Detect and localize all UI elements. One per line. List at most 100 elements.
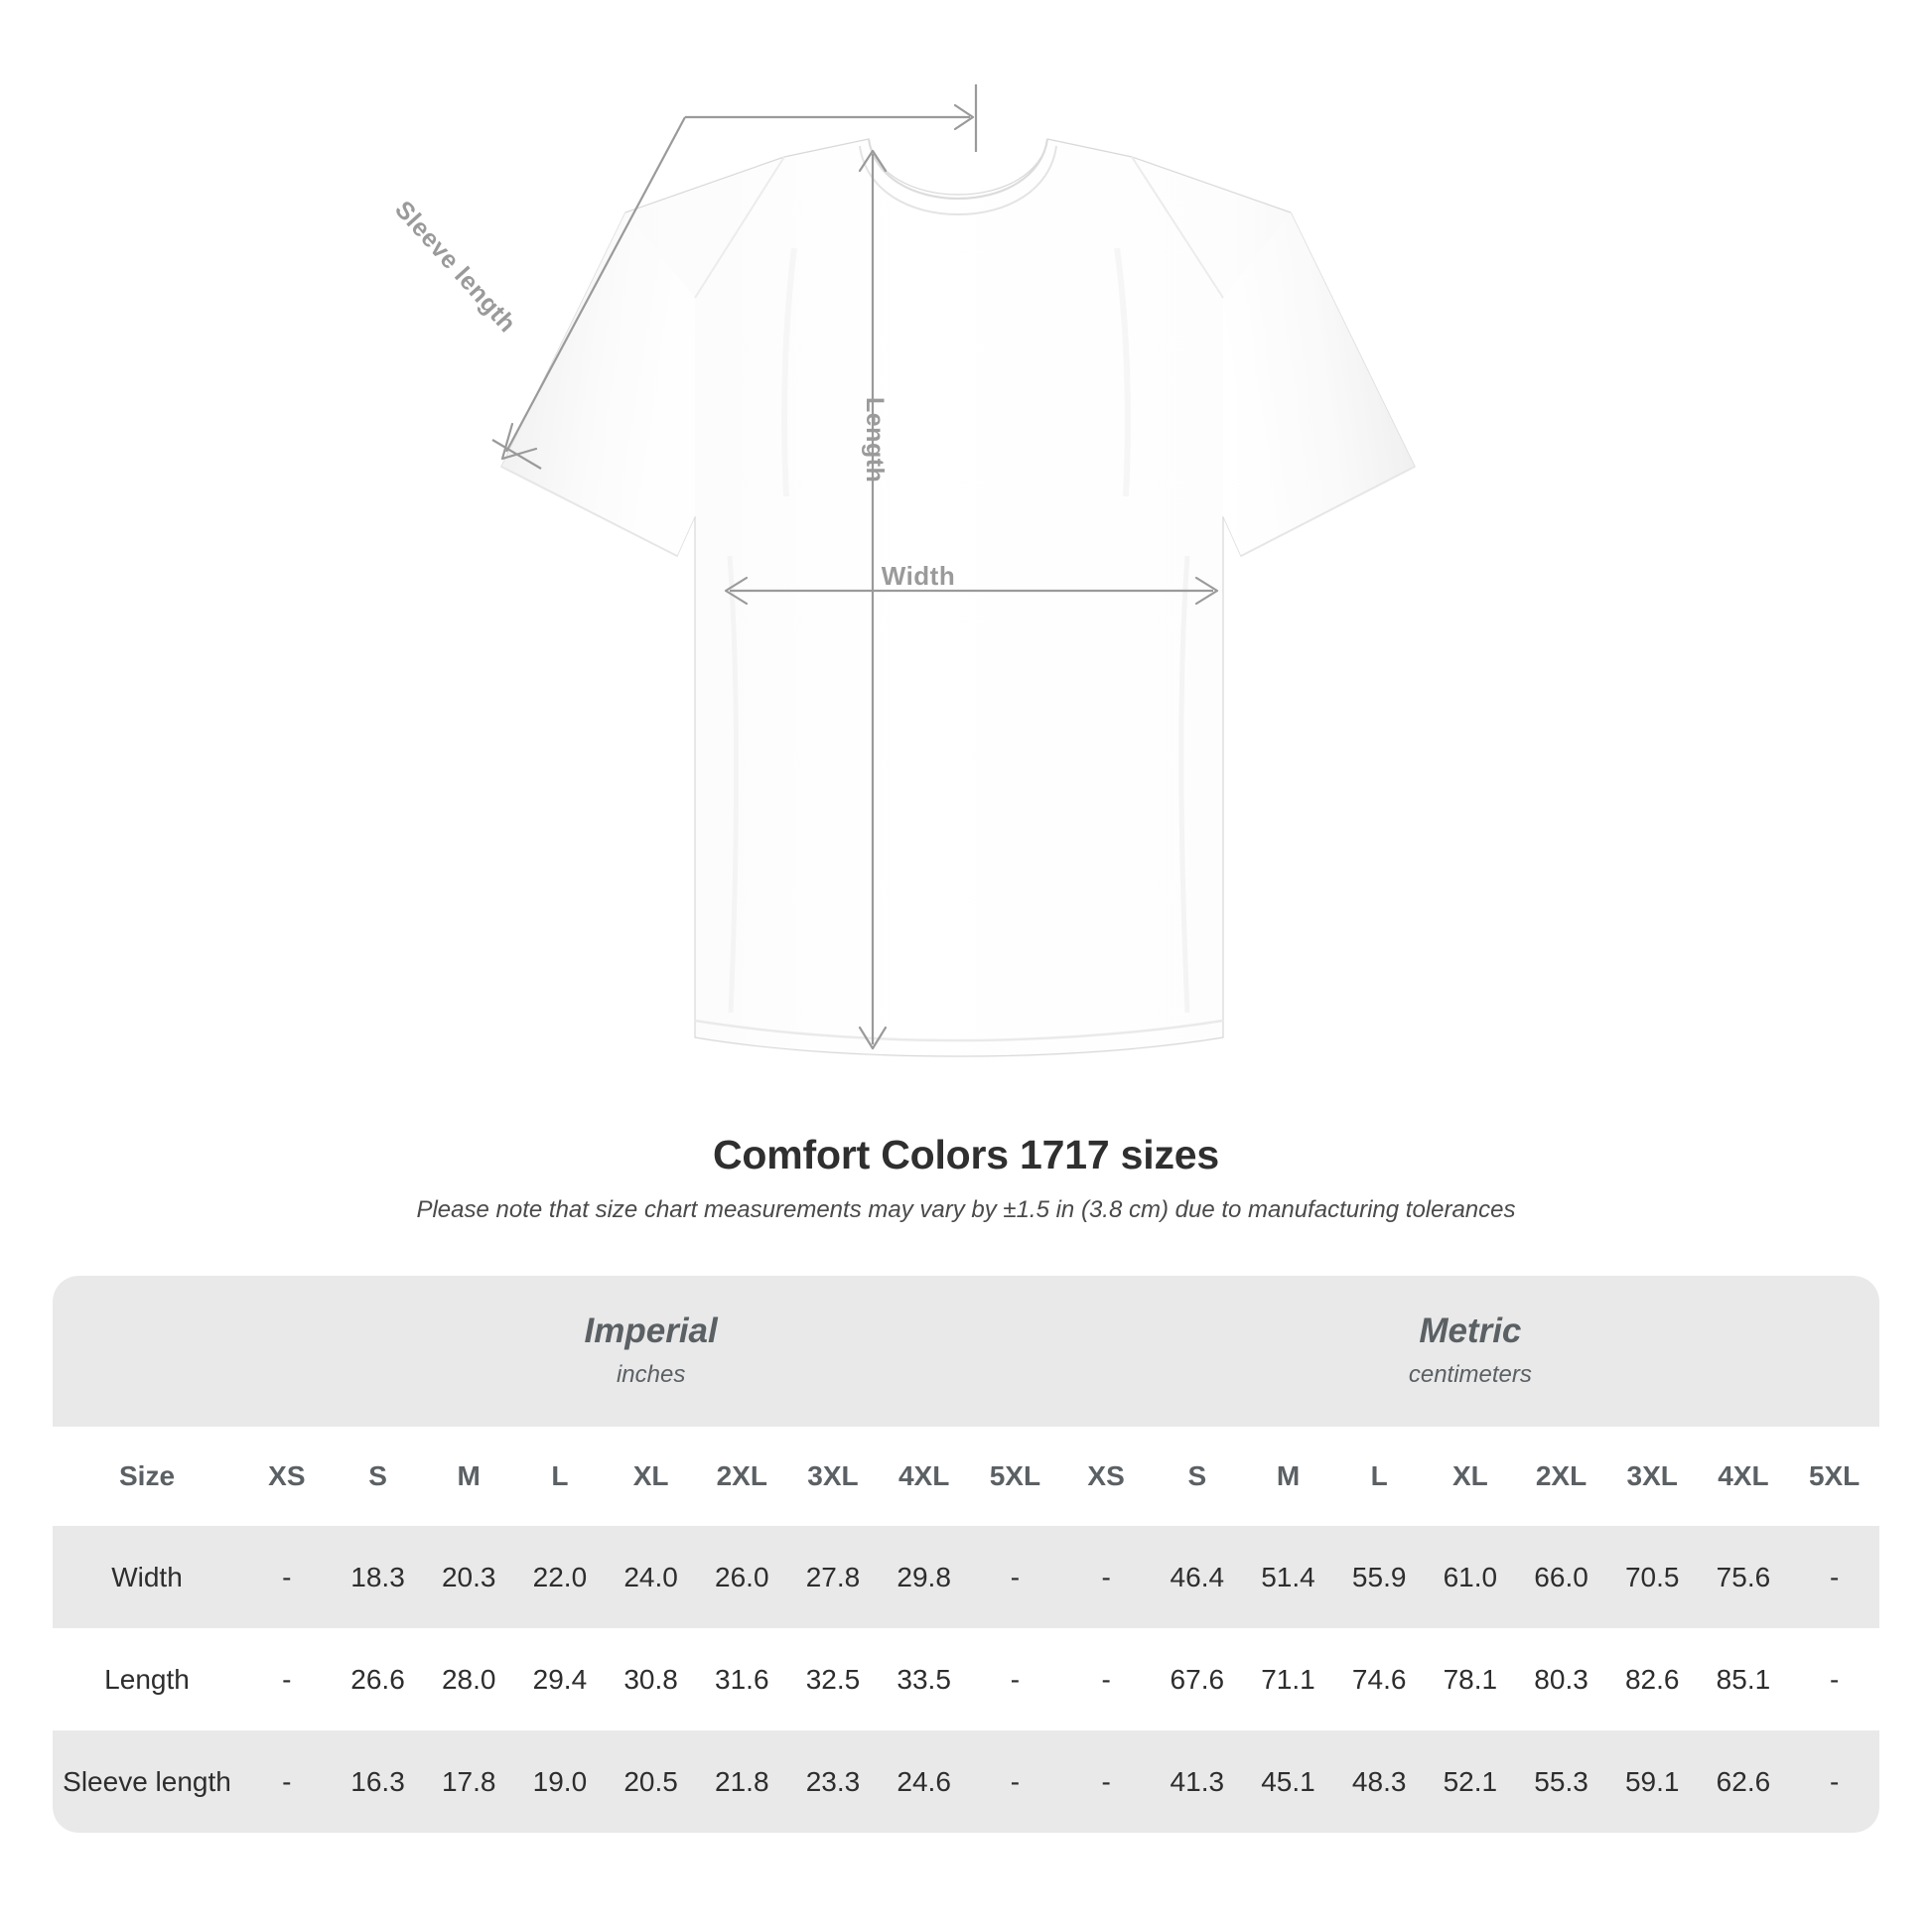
size-col-imp-5xl: 5XL [969,1427,1061,1526]
cell-width-imp-xl: 24.0 [605,1526,697,1628]
cell-length-met-2xl: 80.3 [1515,1628,1607,1730]
size-col-met-4xl: 4XL [1698,1427,1789,1526]
cell-length-met-3xl: 82.6 [1606,1628,1699,1730]
unit-spacer-cell [53,1276,241,1427]
cell-width-imp-m: 20.3 [423,1526,515,1628]
cell-sleeve-imp-s: 16.3 [332,1730,424,1833]
tshirt-body [500,138,1416,1057]
cell-width-met-s: 46.4 [1151,1526,1243,1628]
cell-length-met-l: 74.6 [1333,1628,1426,1730]
measurement-lines [491,84,1219,1050]
size-col-imp-xs: XS [241,1427,333,1526]
size-col-met-s: S [1151,1427,1243,1526]
size-col-imp-2xl: 2XL [696,1427,788,1526]
cell-sleeve-imp-4xl: 24.6 [878,1730,970,1833]
cell-length-met-m: 71.1 [1242,1628,1334,1730]
page-title: Comfort Colors 1717 sizes [713,1132,1219,1177]
cell-sleeve-met-m: 45.1 [1242,1730,1334,1833]
cell-length-met-4xl: 85.1 [1698,1628,1789,1730]
size-table: Imperial inches Metric centimeters Size … [53,1276,1880,1833]
unit-group-imperial-name: Imperial [584,1311,718,1350]
cell-width-imp-s: 18.3 [332,1526,424,1628]
cell-length-imp-l: 29.4 [514,1628,606,1730]
size-col-met-3xl: 3XL [1606,1427,1699,1526]
row-label-width: Width [53,1526,241,1628]
cell-sleeve-met-3xl: 59.1 [1606,1730,1699,1833]
size-table-container: Imperial inches Metric centimeters Size … [53,1276,1880,1833]
cell-width-met-3xl: 70.5 [1606,1526,1699,1628]
size-col-met-xs: XS [1060,1427,1152,1526]
cell-sleeve-met-4xl: 62.6 [1698,1730,1789,1833]
unit-group-imperial: Imperial inches [241,1276,1061,1427]
size-col-imp-3xl: 3XL [787,1427,879,1526]
size-header-row: Size XS S M L XL 2XL 3XL 4XL 5XL XS S M … [53,1427,1880,1526]
cell-width-imp-2xl: 26.0 [696,1526,788,1628]
size-header-label: Size [53,1427,241,1526]
unit-group-metric-sub: centimeters [1408,1361,1532,1389]
garment-diagram: Sleeve length Length Width [389,84,1416,1057]
size-col-imp-4xl: 4XL [878,1427,970,1526]
cell-sleeve-imp-2xl: 21.8 [696,1730,788,1833]
cell-width-imp-4xl: 29.8 [878,1526,970,1628]
size-col-met-xl: XL [1425,1427,1516,1526]
cell-length-imp-m: 28.0 [423,1628,515,1730]
cell-sleeve-imp-xl: 20.5 [605,1730,697,1833]
cell-sleeve-imp-xs: - [241,1730,333,1833]
table-row: Length - 26.6 28.0 29.4 30.8 31.6 32.5 3… [53,1628,1880,1730]
cell-length-imp-s: 26.6 [332,1628,424,1730]
sleeve-hem-tick [491,439,542,470]
cell-sleeve-met-s: 41.3 [1151,1730,1243,1833]
cell-width-imp-l: 22.0 [514,1526,606,1628]
cell-width-imp-5xl: - [969,1526,1061,1628]
cell-sleeve-imp-l: 19.0 [514,1730,606,1833]
cell-length-met-xl: 78.1 [1425,1628,1516,1730]
cell-length-imp-4xl: 33.5 [878,1628,970,1730]
cell-sleeve-imp-3xl: 23.3 [787,1730,879,1833]
cell-length-met-5xl: - [1788,1628,1880,1730]
table-row: Width - 18.3 20.3 22.0 24.0 26.0 27.8 29… [53,1526,1880,1628]
cell-sleeve-met-xl: 52.1 [1425,1730,1516,1833]
length-arrowhead-bottom [858,1026,888,1050]
cell-sleeve-imp-m: 17.8 [423,1730,515,1833]
row-label-length: Length [53,1628,241,1730]
cell-width-met-xl: 61.0 [1425,1526,1516,1628]
length-label: Length [861,397,889,483]
title-block: Comfort Colors 1717 sizes Please note th… [0,1132,1932,1224]
cell-width-met-2xl: 66.0 [1515,1526,1607,1628]
cell-width-met-4xl: 75.6 [1698,1526,1789,1628]
width-arrowhead-right [1194,576,1219,606]
cell-width-imp-xs: - [241,1526,333,1628]
tshirt-illustration [491,84,1416,1057]
unit-group-imperial-sub: inches [616,1361,686,1389]
cell-width-met-l: 55.9 [1333,1526,1426,1628]
cell-sleeve-met-xs: - [1060,1730,1152,1833]
width-label: Width [881,561,956,591]
cell-length-imp-3xl: 32.5 [787,1628,879,1730]
cell-width-met-xs: - [1060,1526,1152,1628]
sleeve-arrowhead-right [953,103,975,131]
size-col-met-5xl: 5XL [1788,1427,1880,1526]
length-arrowhead-top [858,149,888,173]
size-col-imp-m: M [423,1427,515,1526]
size-col-met-2xl: 2XL [1515,1427,1607,1526]
cell-length-imp-xl: 30.8 [605,1628,697,1730]
cell-length-met-xs: - [1060,1628,1152,1730]
cell-sleeve-met-2xl: 55.3 [1515,1730,1607,1833]
tolerance-note: Please note that size chart measurements… [416,1196,1516,1223]
cell-sleeve-met-5xl: - [1788,1730,1880,1833]
size-col-met-l: L [1333,1427,1426,1526]
cell-length-imp-xs: - [241,1628,333,1730]
sleeve-diagonal [505,116,686,453]
unit-header-row: Imperial inches Metric centimeters [53,1276,1880,1427]
cell-width-imp-3xl: 27.8 [787,1526,879,1628]
size-col-met-m: M [1242,1427,1334,1526]
size-col-imp-s: S [332,1427,424,1526]
cell-sleeve-imp-5xl: - [969,1730,1061,1833]
cell-length-imp-5xl: - [969,1628,1061,1730]
cell-width-met-m: 51.4 [1242,1526,1334,1628]
row-label-sleeve-length: Sleeve length [53,1730,241,1833]
size-col-imp-xl: XL [605,1427,697,1526]
cell-sleeve-met-l: 48.3 [1333,1730,1426,1833]
unit-group-metric-name: Metric [1419,1311,1522,1350]
